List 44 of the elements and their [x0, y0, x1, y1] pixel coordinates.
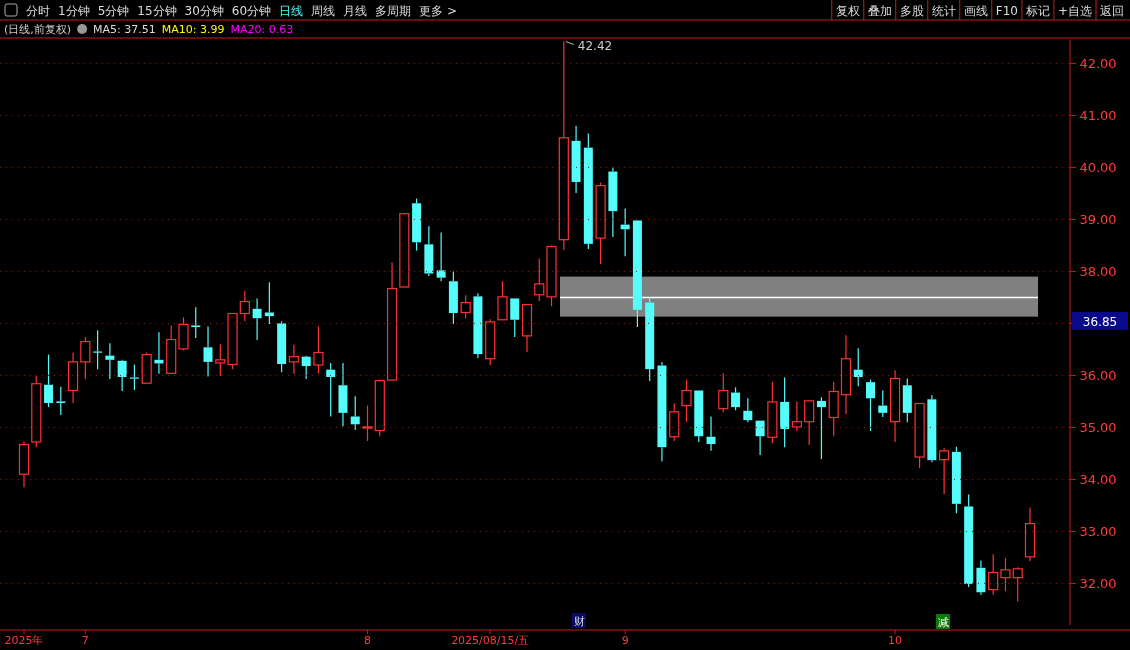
x-tick-label: 7 [81, 634, 89, 647]
text: 多周期 [375, 4, 412, 18]
y-tick-label: 39.00 [1079, 212, 1117, 228]
text: 60分钟 [231, 4, 272, 18]
text: 返回 [1100, 4, 1124, 18]
y-tick-label: 34.00 [1079, 472, 1117, 488]
text: 15分钟 [137, 4, 177, 18]
text: 更多 > [419, 4, 457, 18]
y-tick-label: 40.00 [1079, 160, 1117, 176]
text: 画线 [963, 4, 988, 18]
y-tick-label: 35.00 [1079, 420, 1117, 436]
y-tick-label: 33.00 [1079, 524, 1117, 540]
annotation: 财 [573, 615, 585, 628]
text: 日线 [279, 4, 304, 18]
text: 30分钟 [184, 4, 224, 18]
annotation: 42.42 [577, 38, 613, 53]
text: 多股 [899, 4, 924, 18]
text: 月线 [343, 4, 368, 18]
text: MA10: 3.99 [161, 23, 225, 36]
y-tick-label: 32.00 [1079, 576, 1117, 592]
x-tick-label: 2025/08/15/五 [451, 634, 530, 647]
text: 标记 [1024, 4, 1050, 18]
text: MA20: 0.63 [230, 23, 294, 36]
y-tick-label: 42.00 [1079, 56, 1117, 72]
text: 分时 [26, 4, 50, 18]
text: MA5: 37.51 [93, 23, 156, 36]
text: 统计 [931, 4, 956, 18]
y-tick-label: 38.00 [1079, 264, 1117, 280]
text: 复权 [835, 4, 860, 18]
text: 36.85 [1082, 315, 1118, 329]
x-tick-label: 10 [888, 634, 903, 647]
text: 周线 [311, 4, 336, 18]
chart-title: (日线,前复权) [4, 23, 72, 36]
x-tick-label: 9 [621, 634, 629, 647]
text: F10 [995, 4, 1018, 18]
x-tick-label: 8 [364, 634, 372, 647]
y-tick-label: 36.00 [1079, 368, 1117, 384]
text: 5分钟 [97, 4, 130, 18]
text: +自选 [1057, 4, 1092, 18]
text: 1分钟 [58, 4, 90, 18]
annotation: 减 [937, 616, 949, 629]
text: 叠加 [867, 4, 892, 18]
x-tick-label: 2025年 [4, 634, 44, 647]
y-tick-label: 41.00 [1079, 108, 1117, 124]
